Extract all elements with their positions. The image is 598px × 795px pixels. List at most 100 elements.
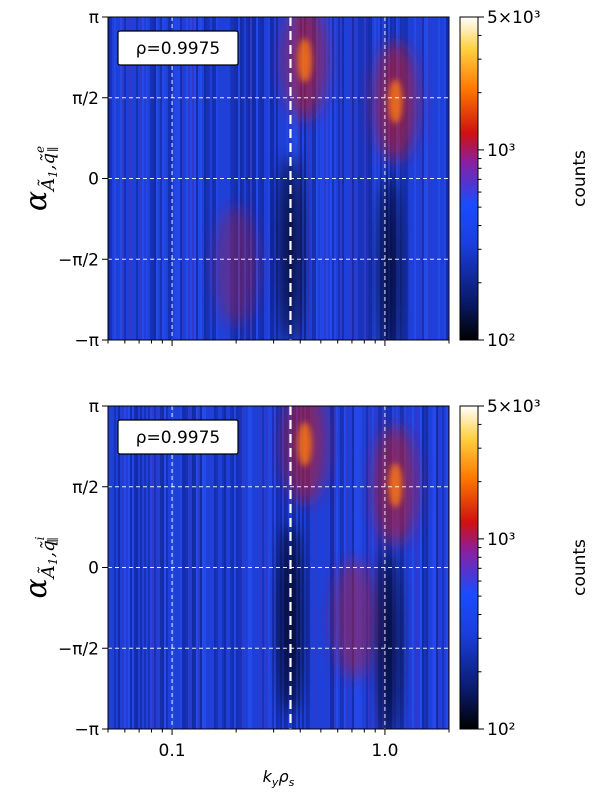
x-tick-label: 0.1	[159, 741, 186, 761]
texture-streak	[238, 406, 240, 729]
colorbar-tick-label: 5×10³	[487, 397, 541, 417]
colorbar: 5×10³ 10³ 10² counts	[459, 8, 590, 351]
texture-streak	[238, 17, 240, 340]
texture-streak	[120, 17, 122, 340]
texture-streak	[182, 17, 184, 340]
texture-streak	[420, 17, 422, 340]
texture-streak	[246, 17, 248, 340]
colorbar-gradient	[459, 16, 479, 341]
colorbar: 5×10³ 10³ 10² counts	[459, 397, 590, 740]
texture-streak	[204, 17, 206, 340]
texture-streak	[266, 406, 268, 729]
hotspot-core	[388, 79, 403, 124]
y-tick-label: 0	[88, 170, 99, 190]
y-tick-label: π/2	[72, 478, 99, 498]
texture-streak	[196, 17, 198, 340]
texture-streak	[252, 17, 254, 340]
texture-streak	[400, 406, 402, 729]
texture-streak	[154, 17, 156, 340]
texture-streak	[140, 17, 142, 340]
annotation-text: ρ=0.9975	[136, 39, 221, 59]
x-axis-label: kyρs	[263, 767, 295, 789]
texture-streak	[330, 406, 332, 729]
texture-streak	[168, 17, 170, 340]
texture-streak	[316, 17, 318, 340]
texture-streak	[386, 17, 388, 340]
texture-streak	[428, 17, 430, 340]
texture-streak	[260, 17, 262, 340]
coldspot	[379, 176, 400, 340]
texture-streak	[378, 406, 380, 729]
texture-streak	[350, 17, 352, 340]
colorbar-tick-label: 5×10³	[487, 8, 541, 28]
texture-streak	[308, 17, 310, 340]
hotspot-core	[297, 38, 312, 83]
texture-streak	[190, 17, 192, 340]
y-tick-label: −π	[75, 331, 99, 351]
y-axis-label: αÃ1,q̃e∥	[19, 146, 60, 211]
texture-streak	[176, 17, 178, 340]
colorbar-label: counts	[570, 150, 590, 207]
texture-streak	[406, 17, 408, 340]
texture-streak	[232, 17, 234, 340]
texture-streak	[154, 406, 156, 729]
colorbar-tick-label: 10²	[487, 331, 515, 351]
y-tick-label: −π/2	[58, 250, 99, 270]
texture-streak	[302, 406, 304, 729]
texture-streak	[414, 17, 416, 340]
colorbar-tick-label: 10³	[487, 141, 515, 161]
texture-streak	[148, 406, 150, 729]
texture-streak	[308, 406, 310, 729]
texture-streak	[358, 17, 360, 340]
heatmap-body	[108, 17, 449, 340]
colorbar-gradient	[459, 405, 479, 730]
texture-streak	[322, 17, 324, 340]
annotation-box	[117, 30, 239, 66]
heatmap-body	[108, 406, 449, 729]
texture-streak	[182, 406, 184, 729]
texture-streak	[392, 17, 394, 340]
colorbar-tick-label: 10²	[487, 720, 515, 740]
texture-streak	[162, 17, 164, 340]
texture-streak	[302, 17, 304, 340]
texture-streak	[140, 406, 142, 729]
texture-streak	[232, 406, 234, 729]
texture-streak	[434, 406, 436, 729]
texture-streak	[400, 17, 402, 340]
texture-streak	[372, 406, 374, 729]
y-tick-label: π	[89, 8, 99, 28]
correlation-annotation: ρ=0.9975	[117, 30, 239, 66]
y-tick-label: −π	[75, 720, 99, 740]
texture-streak	[204, 406, 206, 729]
annotation-box	[117, 419, 239, 455]
texture-streak	[336, 406, 338, 729]
y-tick-label: π	[89, 397, 99, 417]
colorbar-tick-label: 10³	[487, 530, 515, 550]
y-tick-label: −π/2	[58, 639, 99, 659]
texture-streak	[330, 17, 332, 340]
heatmap-panel-bottom: −π −π/2 0 π/2 π 0.1 1.0 kyρs ρ=0.9975 αÃ1,q̃i∥ 5×1…	[19, 397, 590, 789]
texture-streak	[260, 406, 262, 729]
hotspot-core	[388, 463, 403, 508]
texture-streak	[134, 406, 136, 729]
y-tick-label: π/2	[72, 89, 99, 109]
colorbar-label: counts	[570, 539, 590, 596]
heatmap-panel-top: −π −π/2 0 π/2 π ρ=0.9975 αÃ1,q̃e∥ 5×10³ 10³ 10² co…	[19, 8, 590, 351]
annotation-text: ρ=0.9975	[136, 428, 221, 448]
texture-streak	[406, 406, 408, 729]
hotspot-core	[297, 422, 312, 467]
y-tick-label: 0	[88, 559, 99, 579]
correlation-annotation: ρ=0.9975	[117, 419, 239, 455]
texture-streak	[224, 406, 226, 729]
texture-streak	[378, 17, 380, 340]
y-axis-label: αÃ1,q̃i∥	[19, 536, 60, 598]
texture-streak	[274, 406, 276, 729]
hotspot-glow	[332, 558, 377, 679]
texture-streak	[196, 406, 198, 729]
texture-streak	[162, 406, 164, 729]
texture-streak	[442, 406, 444, 729]
x-tick-label: 1.0	[371, 741, 398, 761]
texture-streak	[364, 17, 366, 340]
texture-streak	[280, 406, 282, 729]
